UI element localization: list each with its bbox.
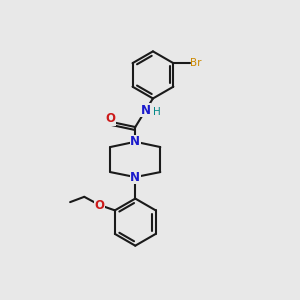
Text: O: O [94,199,105,212]
Text: Br: Br [190,58,202,68]
Text: N: N [130,135,140,148]
Text: N: N [130,171,140,184]
Text: N: N [141,104,151,117]
Text: H: H [153,107,160,117]
Text: O: O [105,112,115,125]
